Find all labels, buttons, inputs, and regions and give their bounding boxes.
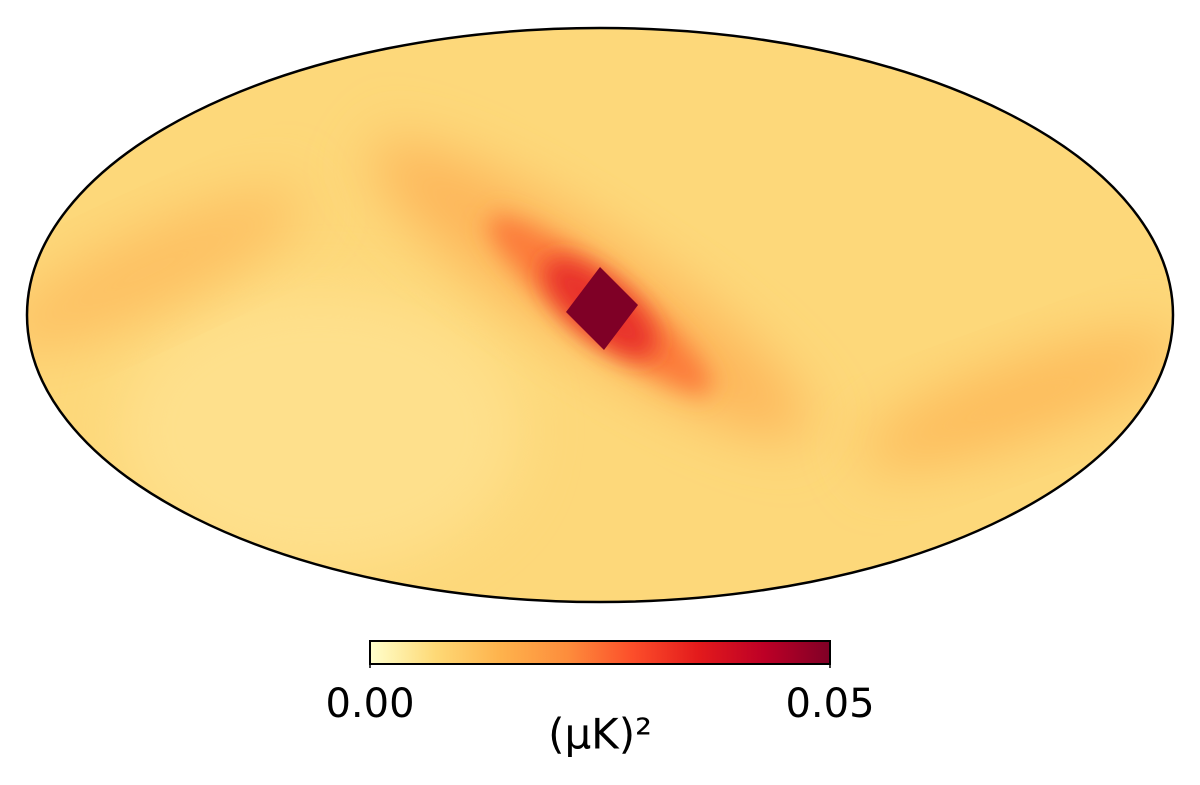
colorbar-label: (μK)² [548, 710, 652, 759]
map-outline [25, 26, 1175, 604]
colorbar [369, 640, 831, 665]
colorbar-tick-label: 0.05 [785, 681, 874, 727]
colorbar-tick-label: 0.00 [325, 681, 414, 727]
